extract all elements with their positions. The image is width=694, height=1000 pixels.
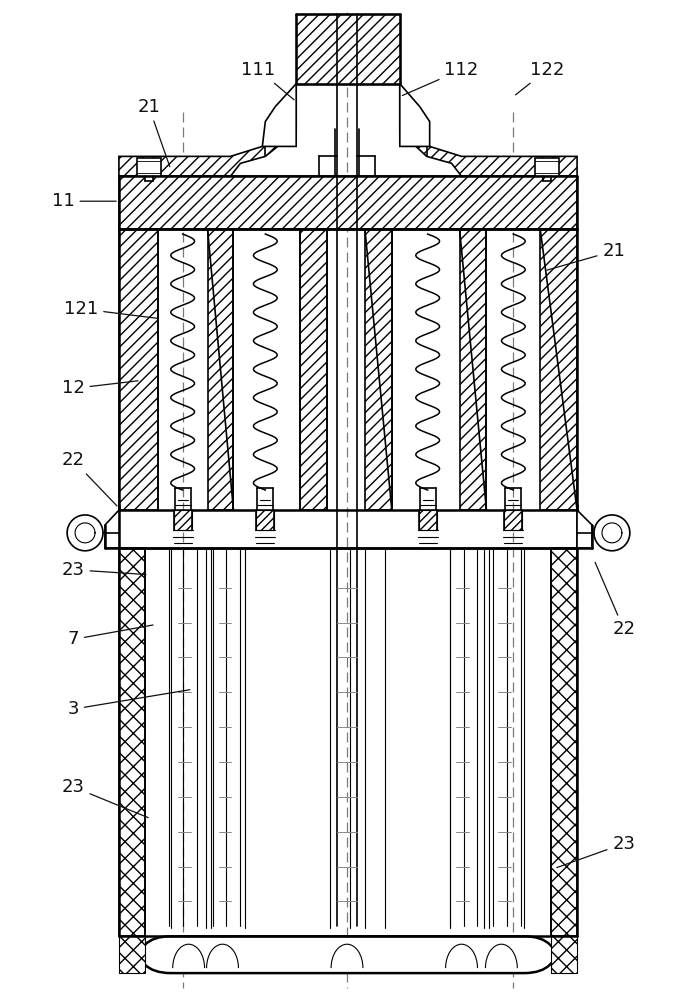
Polygon shape: [105, 510, 119, 548]
Bar: [256, 510, 274, 530]
Polygon shape: [577, 510, 592, 548]
Bar: [540, 229, 577, 510]
Bar: [137, 158, 161, 176]
Text: 121: 121: [64, 300, 158, 318]
Bar: [459, 229, 486, 510]
Text: 22: 22: [62, 451, 117, 506]
Text: 11: 11: [52, 192, 116, 210]
Bar: [365, 229, 392, 510]
Polygon shape: [67, 515, 103, 551]
Bar: [418, 510, 437, 530]
Bar: [551, 548, 577, 936]
Text: 21: 21: [137, 98, 170, 167]
Bar: [505, 510, 523, 530]
Polygon shape: [400, 84, 430, 146]
Text: 111: 111: [242, 61, 294, 100]
Bar: [296, 14, 400, 84]
Bar: [551, 936, 577, 973]
Text: 122: 122: [516, 61, 564, 95]
Bar: [535, 158, 559, 176]
Bar: [174, 510, 192, 530]
Bar: [301, 229, 327, 510]
FancyBboxPatch shape: [136, 936, 559, 973]
Polygon shape: [119, 84, 296, 176]
Text: 12: 12: [62, 379, 138, 397]
Text: 112: 112: [403, 61, 479, 96]
Polygon shape: [400, 84, 577, 176]
Bar: [208, 229, 233, 510]
Bar: [119, 936, 145, 973]
Bar: [119, 229, 158, 510]
Bar: [119, 548, 145, 936]
Text: 23: 23: [62, 561, 146, 579]
Text: 23: 23: [62, 778, 149, 818]
Text: 21: 21: [547, 242, 625, 270]
Text: 22: 22: [595, 562, 636, 638]
Text: 7: 7: [67, 625, 153, 648]
Text: 23: 23: [557, 835, 636, 868]
Bar: [119, 176, 577, 229]
Polygon shape: [594, 515, 630, 551]
Text: 3: 3: [67, 690, 190, 718]
Polygon shape: [262, 84, 296, 146]
